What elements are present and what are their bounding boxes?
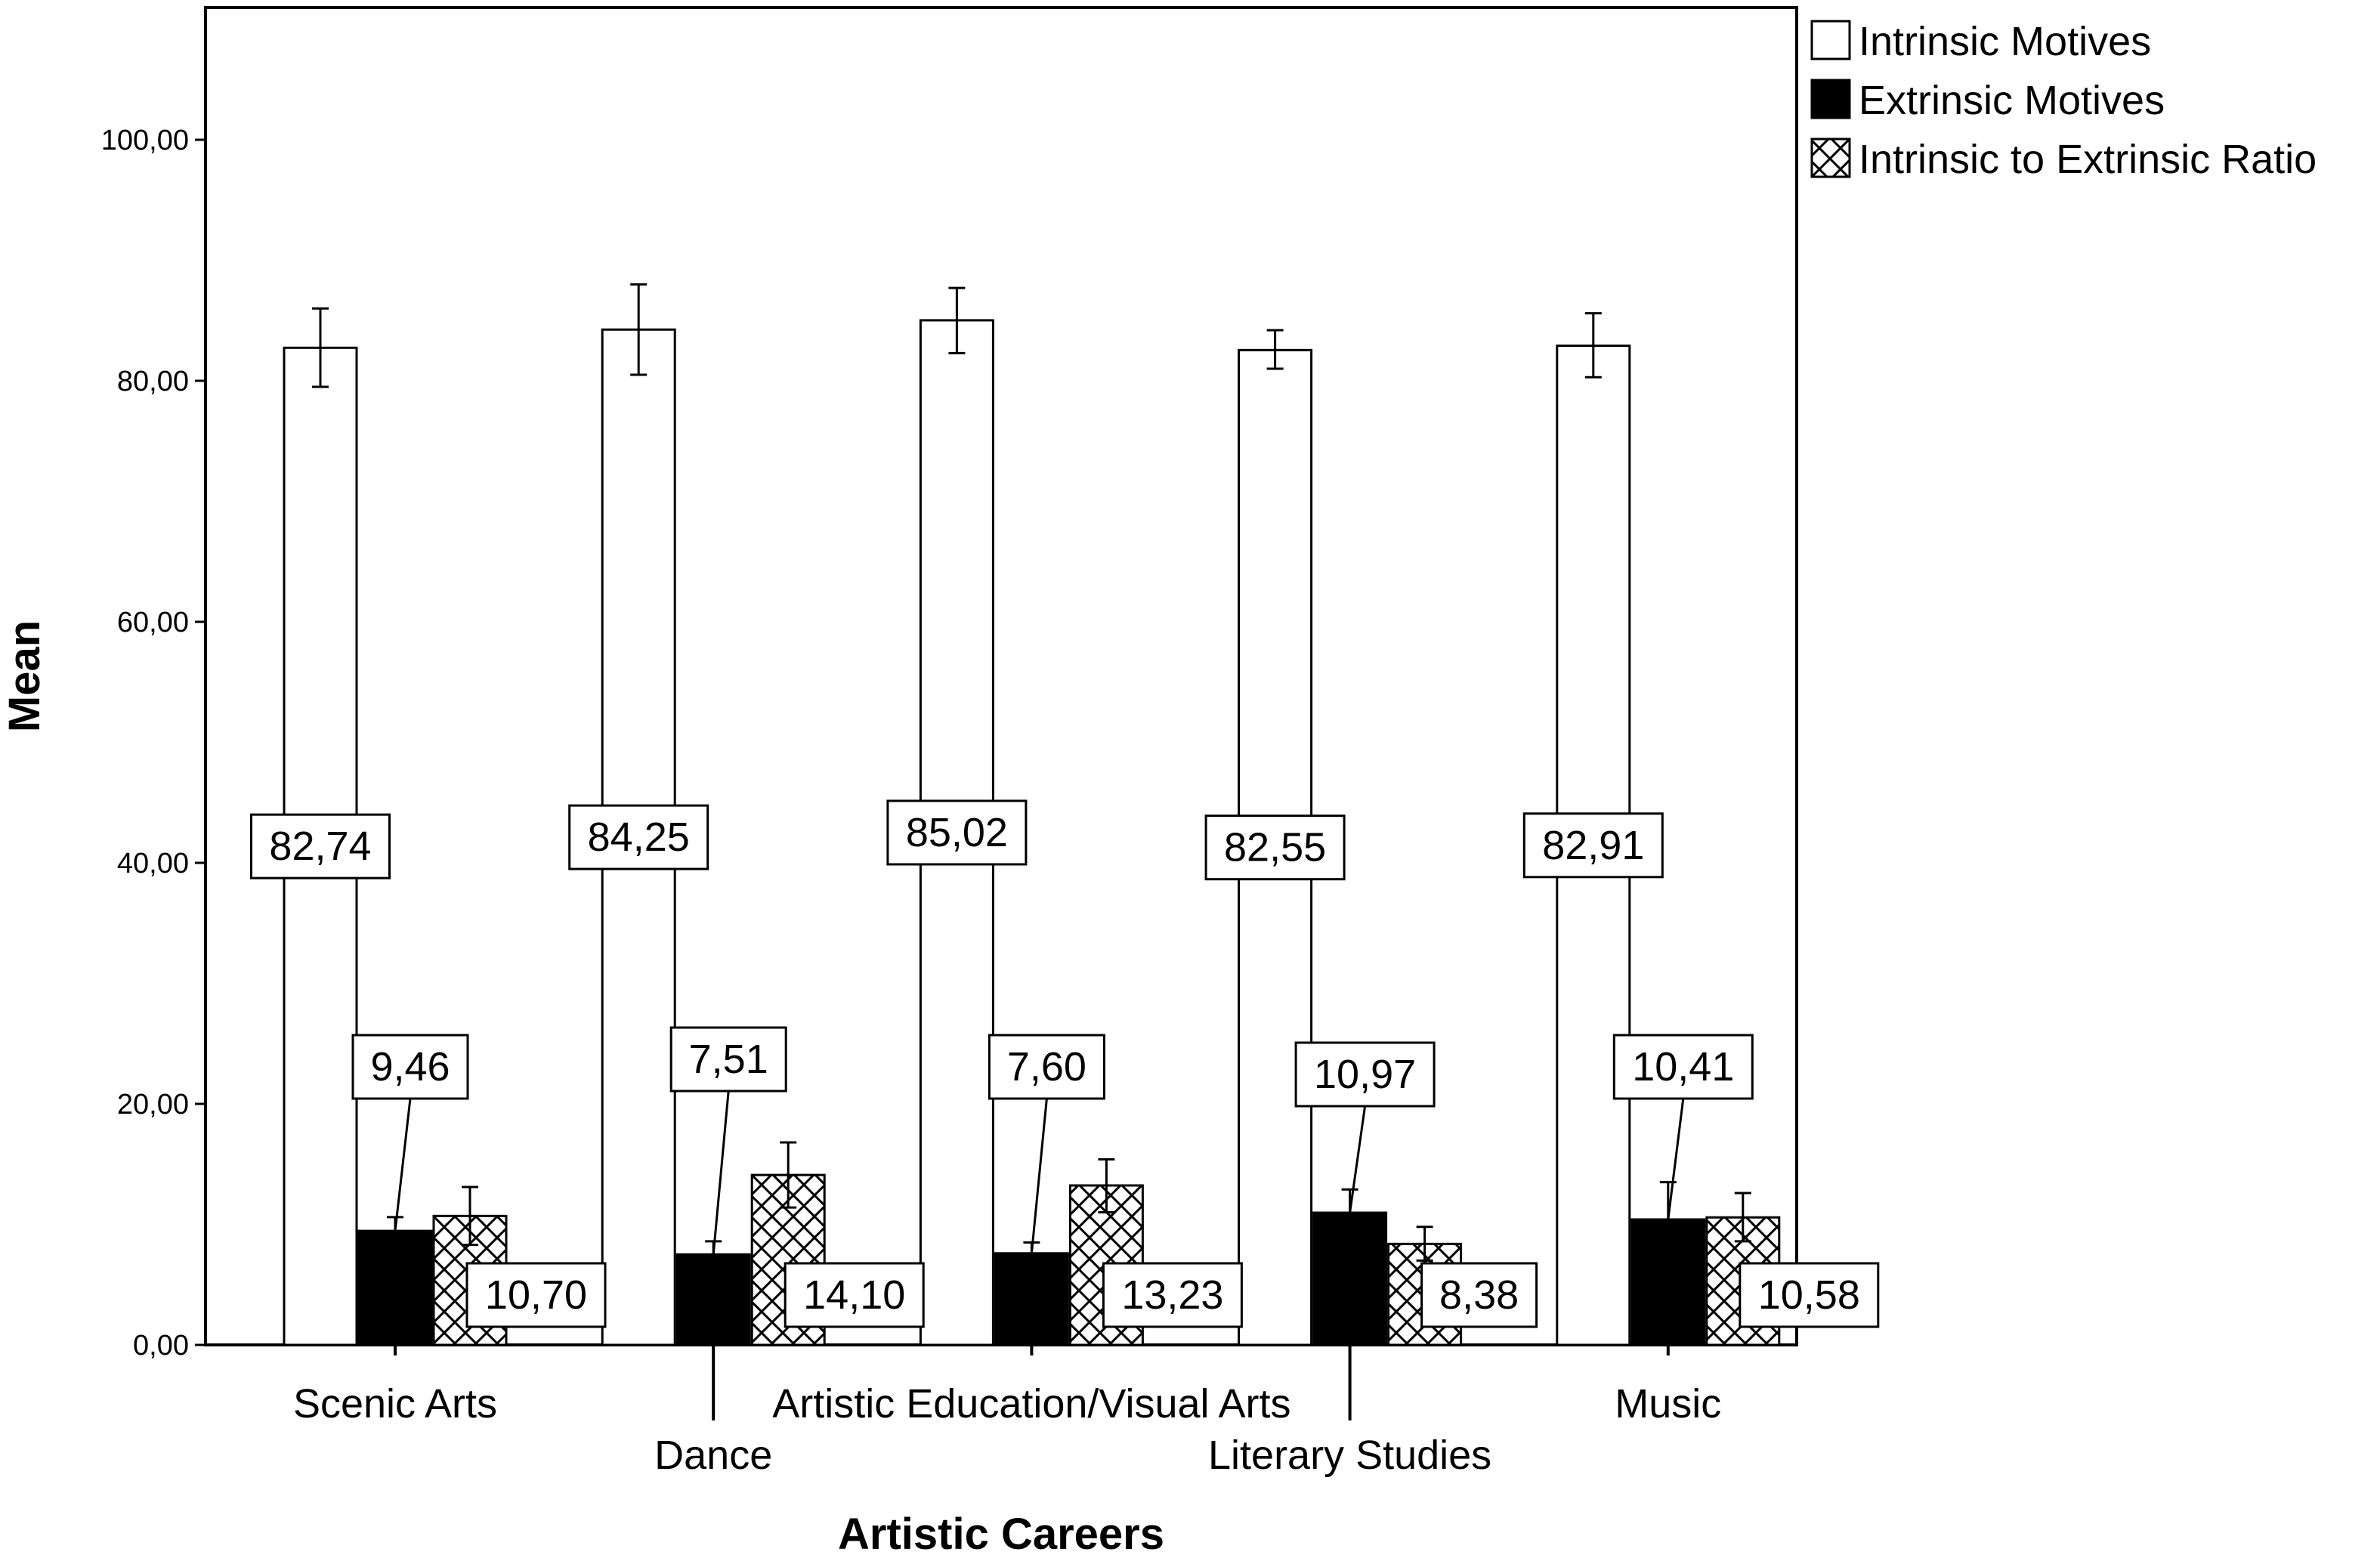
data-label-leader (712, 1090, 730, 1255)
data-label-leader (1349, 1105, 1367, 1213)
data-label-extrinsic-3: 7,60 (1007, 1044, 1086, 1090)
x-category-label: Literary Studies (1208, 1433, 1491, 1478)
data-label-leader (1667, 1098, 1685, 1220)
data-label-box (1522, 812, 1664, 879)
y-tick-label: 100,00 (101, 125, 189, 156)
y-tick-label: 20,00 (117, 1089, 189, 1121)
data-label-box (784, 1262, 925, 1328)
data-label-box (1294, 1041, 1436, 1108)
plot-area-frame (204, 6, 1798, 1346)
y-tick-label: 0,00 (133, 1330, 189, 1362)
data-label-box (351, 1034, 469, 1100)
y-tick-label: 60,00 (117, 607, 189, 638)
data-label-box (1102, 1262, 1243, 1328)
data-label-box (465, 1262, 607, 1328)
data-label-ratio-5: 10,58 (1758, 1272, 1860, 1318)
data-label-extrinsic-5: 10,41 (1632, 1044, 1734, 1090)
legend-label-intrinsic: Intrinsic Motives (1859, 19, 2151, 64)
x-category-label: Music (1615, 1381, 1721, 1427)
legend-label-extrinsic: Extrinsic Motives (1859, 78, 2165, 123)
data-label-box (886, 799, 1028, 866)
legend: Intrinsic Motives Extrinsic Motives Intrin… (1810, 19, 2317, 182)
x-category-label: Scenic Arts (293, 1381, 497, 1427)
bar-extrinsic-3 (994, 1252, 1069, 1346)
data-label-box (669, 1026, 787, 1093)
data-label-intrinsic-2: 84,25 (588, 815, 690, 860)
data-label-intrinsic-3: 85,02 (906, 810, 1008, 855)
legend-swatch-extrinsic (1810, 79, 1851, 119)
data-label-intrinsic-1: 82,74 (269, 824, 371, 869)
x-category-label: Artistic Education/Visual Arts (772, 1381, 1290, 1427)
data-labels-group: 82,74 9,46 10,70 84,25 7,51 14,10 85,02 7,60 13,… (250, 799, 1880, 1328)
data-label-box (988, 1034, 1105, 1100)
data-label-leader (394, 1098, 412, 1232)
x-axis-title: Artistic Careers (838, 1510, 1164, 1559)
data-label-ratio-1: 10,70 (485, 1272, 587, 1318)
data-label-ratio-2: 14,10 (803, 1272, 905, 1318)
data-label-intrinsic-5: 82,91 (1542, 823, 1644, 868)
y-axis-title: Mean (0, 620, 49, 732)
legend-swatch-ratio (1810, 138, 1851, 178)
bar-extrinsic-2 (675, 1253, 751, 1346)
legend-swatch-intrinsic (1810, 20, 1851, 60)
data-label-box (1739, 1262, 1880, 1328)
y-tick-label: 40,00 (117, 848, 189, 879)
bar-extrinsic-1 (357, 1229, 433, 1346)
y-tick-label: 80,00 (117, 366, 189, 397)
data-label-extrinsic-2: 7,51 (689, 1037, 768, 1082)
data-label-box (250, 813, 391, 879)
data-label-box (568, 804, 709, 870)
data-label-box (1204, 815, 1346, 881)
data-label-ratio-4: 8,38 (1439, 1272, 1519, 1318)
data-label-box (1420, 1262, 1538, 1328)
data-label-leader (1030, 1098, 1048, 1253)
data-label-extrinsic-1: 9,46 (370, 1044, 450, 1090)
data-label-box (1612, 1034, 1754, 1100)
legend-label-ratio: Intrinsic to Extrinsic Ratio (1859, 137, 2317, 182)
y-axis: 0,00 20,00 40,00 60,00 80,00 100,00 (101, 125, 206, 1362)
data-label-ratio-3: 13,23 (1121, 1272, 1223, 1318)
x-category-label: Dance (654, 1433, 772, 1478)
data-label-intrinsic-4: 82,55 (1224, 825, 1326, 870)
data-label-extrinsic-4: 10,97 (1314, 1052, 1416, 1097)
